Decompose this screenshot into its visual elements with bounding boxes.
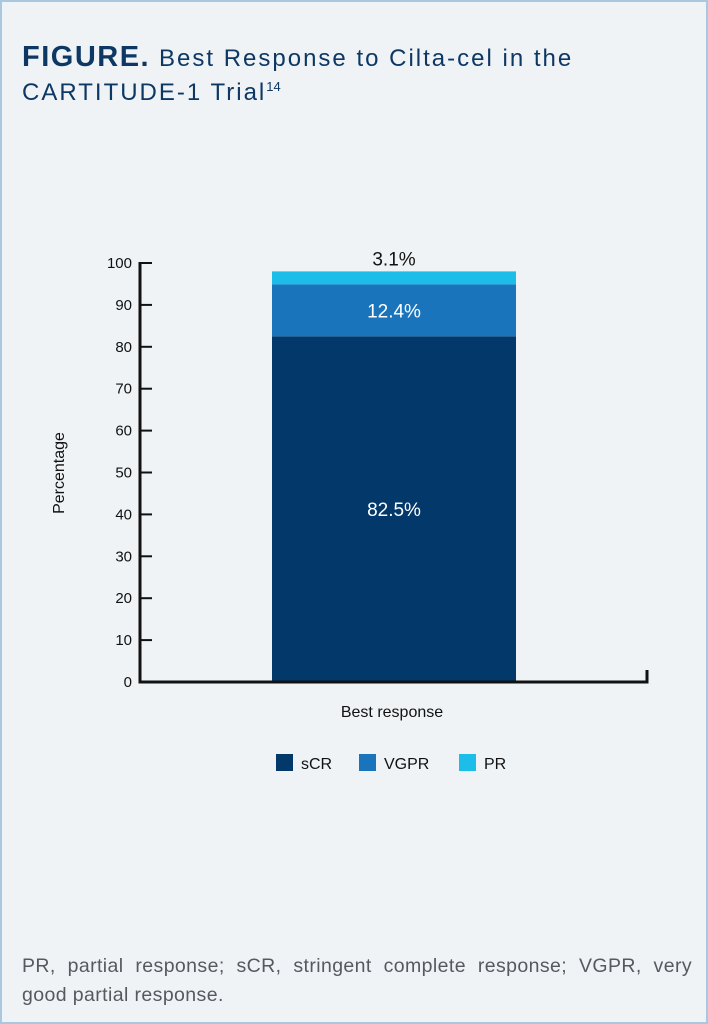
y-tick-label: 10 bbox=[115, 632, 132, 649]
figure-title-citation: 14 bbox=[266, 79, 281, 94]
figure-title: FIGURE. Best Response to Cilta-cel in th… bbox=[22, 40, 682, 108]
y-axis-ticks: 0 10 20 30 40 50 60 70 80 90 100 bbox=[107, 255, 152, 691]
y-tick-label: 0 bbox=[124, 674, 132, 691]
bar-stack bbox=[272, 271, 516, 682]
legend-label-pr: PR bbox=[484, 756, 506, 773]
legend-swatch-vgpr bbox=[359, 754, 376, 771]
legend-label-scr: sCR bbox=[301, 756, 332, 773]
legend-label-vgpr: VGPR bbox=[384, 756, 429, 773]
bar-segment-pr bbox=[272, 271, 516, 285]
bar-segment-vgpr bbox=[272, 284, 516, 337]
y-tick-label: 50 bbox=[115, 465, 132, 482]
figure-title-main: Best Response to Cilta-cel in the CARTIT… bbox=[22, 45, 574, 106]
y-tick-label: 90 bbox=[115, 297, 132, 314]
figure-title-text: Best Response to Cilta-cel in the CARTIT… bbox=[22, 45, 573, 106]
data-label-vgpr: 12.4% bbox=[367, 301, 421, 322]
y-tick-label: 30 bbox=[115, 548, 132, 565]
y-tick-label: 70 bbox=[115, 381, 132, 398]
bar-segment-scr bbox=[272, 336, 516, 682]
y-tick-label: 20 bbox=[115, 590, 132, 607]
data-label-pr: 3.1% bbox=[372, 249, 415, 270]
y-tick-label: 100 bbox=[107, 255, 132, 272]
x-axis-title: Best response bbox=[341, 704, 443, 721]
footnote: PR, partial response; sCR, stringent com… bbox=[22, 955, 692, 1006]
legend: sCR VGPR PR bbox=[276, 754, 506, 773]
y-tick-label: 40 bbox=[115, 506, 132, 523]
data-label-scr: 82.5% bbox=[367, 500, 421, 521]
legend-swatch-pr bbox=[459, 754, 476, 771]
data-labels: 82.5% 12.4% 3.1% bbox=[367, 249, 421, 521]
y-tick-label: 60 bbox=[115, 423, 132, 440]
y-axis-title: Percentage bbox=[51, 432, 68, 514]
legend-swatch-scr bbox=[276, 754, 293, 771]
figure-title-lead: FIGURE. bbox=[22, 41, 151, 73]
y-tick-label: 80 bbox=[115, 339, 132, 356]
